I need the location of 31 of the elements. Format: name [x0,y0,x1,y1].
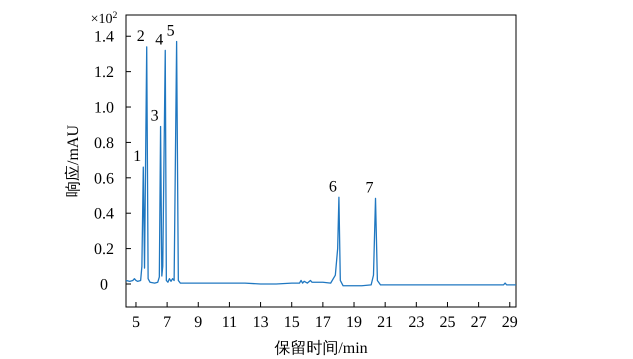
y-tick-label: 1.2 [94,64,114,82]
x-tick-label: 17 [314,314,331,331]
y-tick-label: 0 [100,276,108,294]
x-tick-label: 15 [284,314,300,331]
y-tick-label: 0.6 [94,170,114,188]
y-tick-label: 0.8 [94,134,114,152]
annotation: 1 [133,148,142,166]
annotation: 2 [136,28,145,45]
annotation: 7 [366,179,374,196]
y-tick-label: 1.4 [94,28,114,46]
annotation: 3 [150,107,159,124]
x-tick-label: 19 [346,314,362,331]
x-tick-label: 27 [470,314,487,331]
x-tick-label: 11 [222,314,238,331]
annotation: 5 [166,22,175,40]
x-tick-label: 9 [194,314,202,331]
x-tick-label: 13 [252,314,269,331]
x-tick-label: 7 [163,314,172,331]
y-axis-title: 响应/mAU [64,124,82,197]
annotation: 4 [155,31,164,48]
y-tick-label: 1.0 [94,100,114,117]
text: ×10$^{2}$ [90,10,118,27]
y-tick-label: 0.4 [94,206,114,223]
x-tick-label: 5 [132,314,140,331]
x-tick-label: 23 [408,314,424,331]
x-tick-label: 21 [377,314,394,331]
x-axis-title: 保留时间/min [274,339,368,357]
x-tick-label: 25 [439,314,456,331]
annotation: 6 [328,178,337,196]
y-tick-label: 0.2 [94,241,114,258]
x-tick-label: 29 [502,314,518,331]
